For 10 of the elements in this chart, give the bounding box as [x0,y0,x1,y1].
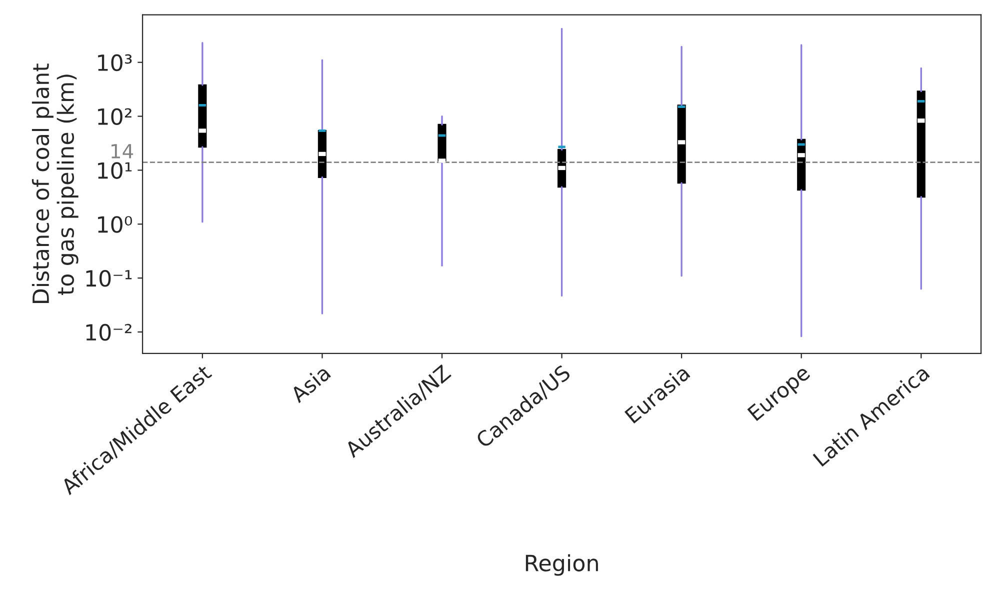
y-tick-label: 10⁻¹ [86,270,132,287]
ref-line-label: 14 [112,144,134,158]
y-tick-label: 10³ [98,54,132,72]
x-tick-label: Asia [288,364,332,404]
y-tick-label: 10² [98,108,132,126]
y-tick-label: 10¹ [98,162,132,179]
y-tick-label: 10⁰ [98,216,132,233]
x-axis-title: Region [526,554,598,576]
y-axis-title: Distance of coal plant to gas pipeline (km) [32,64,78,303]
y-tick-label: 10⁻² [86,324,132,341]
